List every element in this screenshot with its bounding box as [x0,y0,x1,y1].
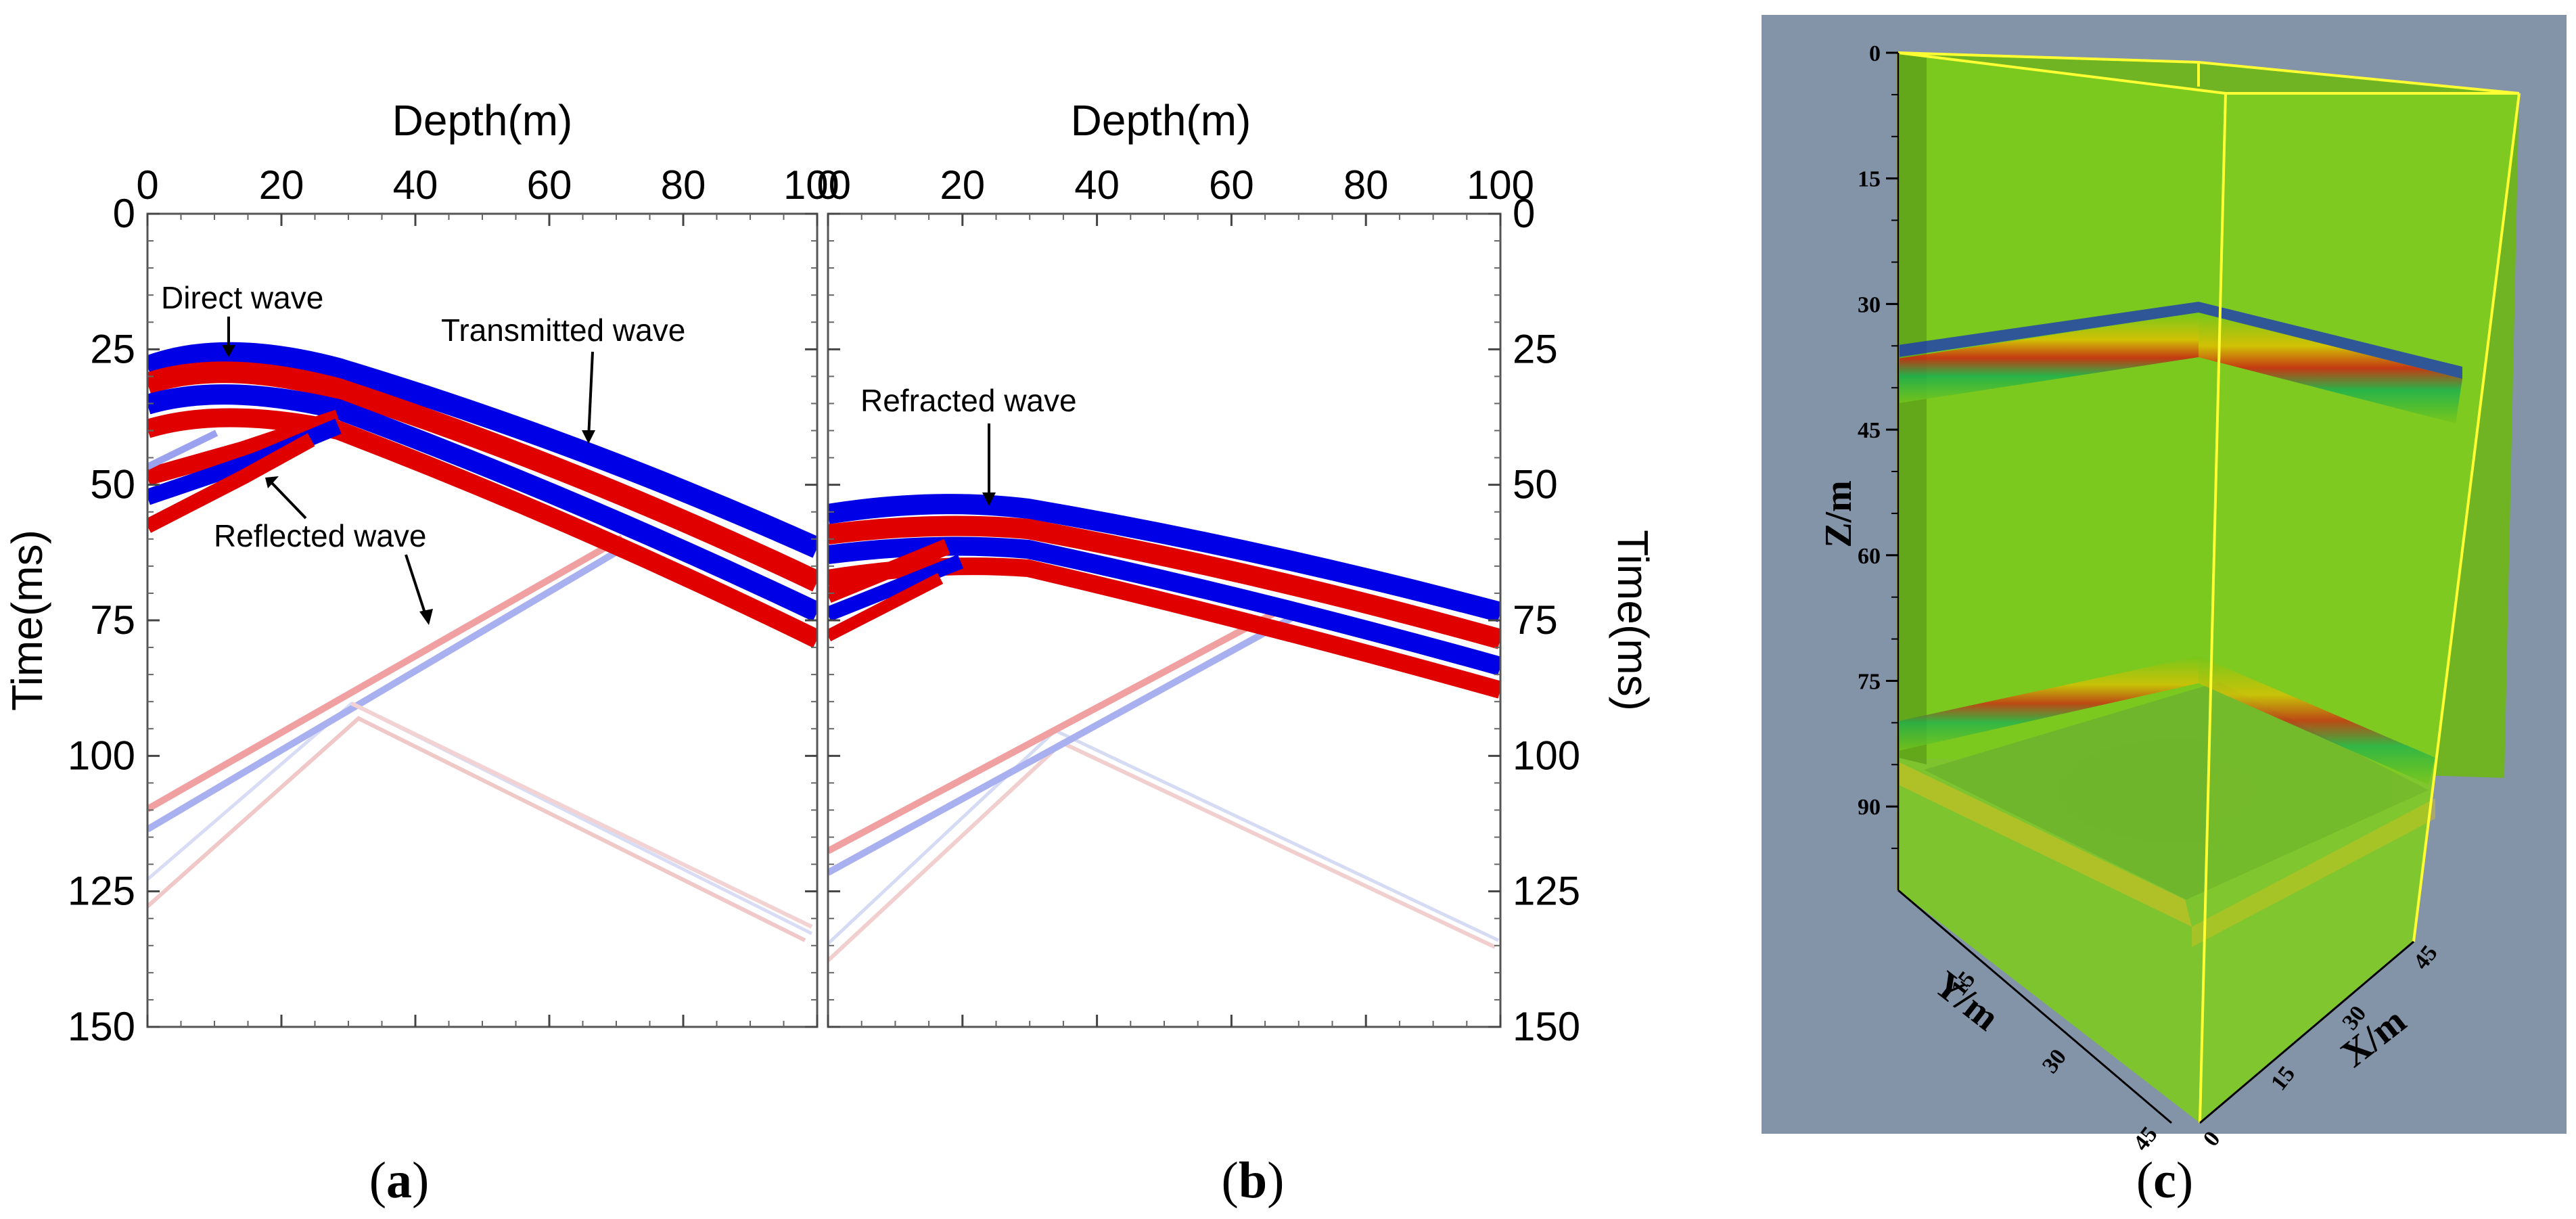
x-tick-label: 60 [1209,162,1254,208]
z-tick-label: 45 [1858,418,1881,443]
x-tick-label: 20 [259,162,304,208]
panel-a-annot-transmitted: Transmitted wave [441,313,685,348]
panel-a-direct-blue-outer [147,342,817,558]
panel-b-wavefield [828,214,1500,1027]
x-tick-label: 80 [1343,162,1389,208]
y-tick-label: 125 [1513,869,1580,914]
panel-b-reflected-up-blue [828,554,964,622]
y-tick-label: 50 [1513,462,1558,507]
x-tick-label: 60 [527,162,572,208]
panel-a-ylabel: Time(ms) [3,530,51,711]
panel-a-reflected-up-red [147,409,342,486]
panel-b-ylabel: Time(ms) [1609,530,1657,711]
panel-b-refracted-blue-inner [828,536,1500,676]
panel-b-reflected-red [828,602,1291,854]
panel-a-reflected-red [147,534,624,812]
panel-b-refracted-red [828,515,1500,649]
y-tick-label: 125 [68,869,135,914]
x-tick-label: 20 [940,162,985,208]
x-tick-label: 80 [661,162,706,208]
y-tick-label: 25 [90,326,135,371]
y-tick-label: 150 [68,1004,135,1049]
x-tick-label: 40 [1074,162,1120,208]
y-tick-label: 75 [90,597,135,643]
svg-text:(c): (c) [2136,1152,2193,1209]
x-tick-label: 100 [783,162,851,208]
caption-c: (c) [2136,1152,2193,1209]
z-tick-label: 90 [1858,795,1881,820]
panel-a-arrow-reflected-2 [405,554,428,618]
y-tick-label: 0 [1513,191,1535,236]
panel-a-reflected-blue [147,541,631,833]
panel-a-wavefield [147,214,817,1027]
y-tick-label: 25 [1513,326,1558,371]
y-tick-label: 50 [90,462,135,507]
z-tick-label: 60 [1858,544,1881,569]
x-tick-label: 0 [816,162,839,208]
panel-a: Depth(m) Time(ms) 0 20 40 60 80 1000255075100… [3,96,851,1049]
y-tick-label: 150 [1513,1004,1580,1049]
caption-b: (b) [1222,1152,1285,1209]
panel-a-arrow-transmitted [587,351,594,439]
panel-a-direct-red [147,361,817,592]
z-tick-label: 15 [1858,167,1881,192]
z-tick-label: 0 [1869,41,1881,66]
panel-a-annot-direct: Direct wave [161,280,323,315]
panel-a-reflected-up-blue [147,418,342,505]
panel-a-xlabel: Depth(m) [392,96,573,145]
panel-c-zlabel: Z/m [1818,480,1860,548]
panel-b-refracted-blue-outer [828,494,1500,622]
y-tick-label: 75 [1513,597,1558,643]
caption-a: (a) [369,1152,430,1209]
panel-b-reflected-up-red [828,538,950,603]
y-tick-label: 100 [68,733,135,778]
y-tick-label: 0 [113,191,135,236]
svg-text:(a): (a) [369,1152,430,1209]
panel-b: Depth(m) Time(ms) 0 20 40 60 80 1000255075100… [816,96,1657,1049]
panel-a-arrow-reflected-1 [269,480,307,520]
x-tick-label: 40 [393,162,438,208]
x-tick-label: 0 [136,162,158,208]
x-tick-label: 100 [1467,162,1534,208]
panel-b-reflected-blue [828,609,1304,876]
panel-b-annot-refracted: Refracted wave [860,383,1077,418]
panel-a-direct-blue-inner [147,384,817,622]
panel-a-annot-reflected-1: Reflected wave [214,518,427,553]
z-tick-label: 30 [1858,292,1881,317]
panel-b-xlabel: Depth(m) [1071,96,1251,145]
svg-text:(b): (b) [1222,1152,1285,1209]
z-tick-label: 75 [1858,670,1881,695]
y-tick-label: 100 [1513,733,1580,778]
